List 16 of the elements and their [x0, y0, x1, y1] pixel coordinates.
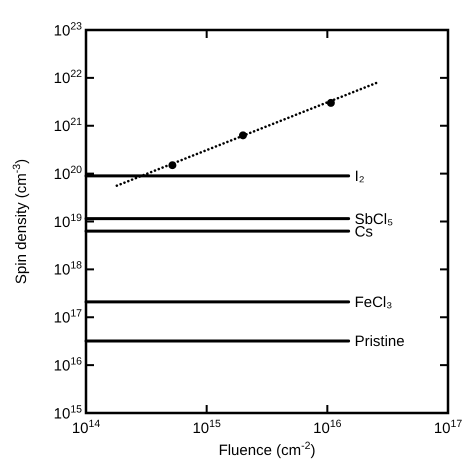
x-tick-label: 10$^{17}$ [434, 418, 462, 437]
y-tick-label: 10$^{16}$ [54, 355, 82, 374]
y-tick-label: 10$^{21}$ [54, 116, 82, 135]
y-tick-label: 10$^{17}$ [54, 308, 82, 326]
y-tick-label: 10$^{19}$ [54, 212, 82, 231]
x-axis-title: Fluence (cm$^{-2}$) [218, 440, 316, 459]
y-tick-label: 10$^{20}$ [54, 164, 82, 183]
x-tick-label: 10$^{15}$ [192, 418, 222, 437]
series-label: FeCl₃ [354, 294, 392, 312]
series-label: Cs [354, 223, 373, 240]
y-tick-label: 10$^{22}$ [54, 68, 82, 88]
y-tick-label: 10$^{23}$ [54, 20, 82, 40]
y-tick-label: 10$^{18}$ [54, 260, 82, 279]
x-tick-label: 10$^{16}$ [313, 418, 342, 437]
series-label: I₂ [354, 168, 365, 186]
series-label: Pristine [354, 333, 405, 350]
